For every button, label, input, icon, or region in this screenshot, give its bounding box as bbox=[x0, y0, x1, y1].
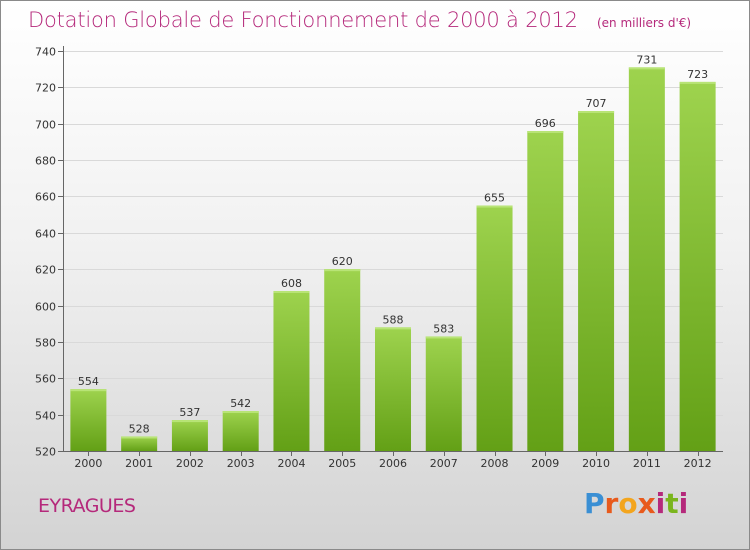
x-tick-label: 2009 bbox=[531, 457, 559, 470]
bar bbox=[476, 205, 513, 451]
logo-letter: o bbox=[618, 487, 638, 520]
data-label: 588 bbox=[383, 313, 404, 326]
bar bbox=[70, 389, 107, 451]
bar-highlight bbox=[628, 67, 665, 70]
bar-highlight bbox=[70, 389, 107, 392]
bar bbox=[222, 411, 259, 451]
proxiti-logo: Proxiti bbox=[584, 487, 688, 520]
x-tick-label: 2006 bbox=[379, 457, 407, 470]
y-tick-label: 540 bbox=[35, 410, 56, 423]
data-label: 731 bbox=[636, 53, 657, 66]
logo-letter: i bbox=[655, 487, 666, 520]
x-tick-label: 2007 bbox=[430, 457, 458, 470]
logo-letter: t bbox=[665, 487, 679, 520]
y-tick-label: 600 bbox=[35, 301, 56, 314]
logo-letter: r bbox=[604, 487, 619, 520]
data-label: 655 bbox=[484, 192, 505, 205]
x-tick-label: 2004 bbox=[277, 457, 305, 470]
bar-highlight bbox=[171, 420, 208, 423]
y-tick-label: 560 bbox=[35, 373, 56, 386]
bar bbox=[527, 131, 564, 451]
bar bbox=[628, 67, 665, 451]
commune-name: EYRAGUES bbox=[38, 495, 136, 517]
x-tick-label: 2012 bbox=[684, 457, 712, 470]
logo-letter: P bbox=[584, 487, 605, 520]
data-label: 528 bbox=[129, 422, 150, 435]
bar-highlight bbox=[476, 205, 513, 208]
y-tick-label: 580 bbox=[35, 337, 56, 350]
y-tick-label: 700 bbox=[35, 119, 56, 132]
bar bbox=[121, 436, 158, 451]
x-tick-label: 2008 bbox=[481, 457, 509, 470]
data-label: 542 bbox=[230, 397, 251, 410]
data-label: 696 bbox=[535, 117, 556, 130]
data-label: 707 bbox=[586, 97, 607, 110]
bar bbox=[171, 420, 208, 451]
logo-letter: x bbox=[637, 487, 656, 520]
data-label: 723 bbox=[687, 68, 708, 81]
y-tick-label: 680 bbox=[35, 155, 56, 168]
data-label: 583 bbox=[433, 322, 454, 335]
bar-highlight bbox=[527, 131, 564, 133]
bar bbox=[324, 269, 361, 451]
bar bbox=[679, 81, 716, 451]
bar-highlight bbox=[679, 81, 716, 84]
x-tick-label: 2005 bbox=[328, 457, 356, 470]
data-label: 608 bbox=[281, 277, 302, 290]
bar-highlight bbox=[425, 336, 462, 339]
x-tick-label: 2000 bbox=[74, 457, 102, 470]
x-tick-label: 2010 bbox=[582, 457, 610, 470]
logo-letter: i bbox=[678, 487, 689, 520]
chart-title-text: Dotation Globale de Fonctionnement de 20… bbox=[28, 8, 578, 32]
axes: 520 540 560 580 600 620 640 660 680 700 720 740 2000… bbox=[35, 46, 723, 470]
y-tick-label: 740 bbox=[35, 46, 56, 59]
y-tick-label: 660 bbox=[35, 191, 56, 204]
bar bbox=[273, 291, 310, 451]
y-tick-label: 640 bbox=[35, 228, 56, 241]
x-tick-label: 2003 bbox=[227, 457, 255, 470]
data-labels: 554 528 537 542 608 620 588 583 655 696 707 731 723 bbox=[78, 53, 708, 435]
bar-highlight bbox=[578, 111, 615, 113]
x-tick-label: 2002 bbox=[176, 457, 204, 470]
chart-unit: (en milliers d'€) bbox=[596, 16, 692, 30]
x-tick-label: 2011 bbox=[633, 457, 661, 470]
data-label: 620 bbox=[332, 255, 353, 268]
x-tick-label: 2001 bbox=[125, 457, 153, 470]
y-tick-label: 520 bbox=[35, 446, 56, 459]
bar bbox=[578, 111, 615, 451]
data-label: 554 bbox=[78, 375, 99, 388]
bar bbox=[375, 327, 411, 451]
data-label: 537 bbox=[179, 406, 200, 419]
y-tick-label: 720 bbox=[35, 82, 56, 95]
bar-highlight bbox=[273, 291, 310, 293]
chart-title: Dotation Globale de Fonctionnement de 20… bbox=[28, 8, 691, 32]
bar-highlight bbox=[222, 411, 259, 413]
bar-highlight bbox=[121, 436, 158, 439]
bars bbox=[70, 67, 716, 451]
bar-highlight bbox=[375, 327, 411, 330]
bar-highlight bbox=[324, 269, 361, 272]
y-tick-label: 620 bbox=[35, 264, 56, 277]
bar bbox=[425, 336, 462, 451]
